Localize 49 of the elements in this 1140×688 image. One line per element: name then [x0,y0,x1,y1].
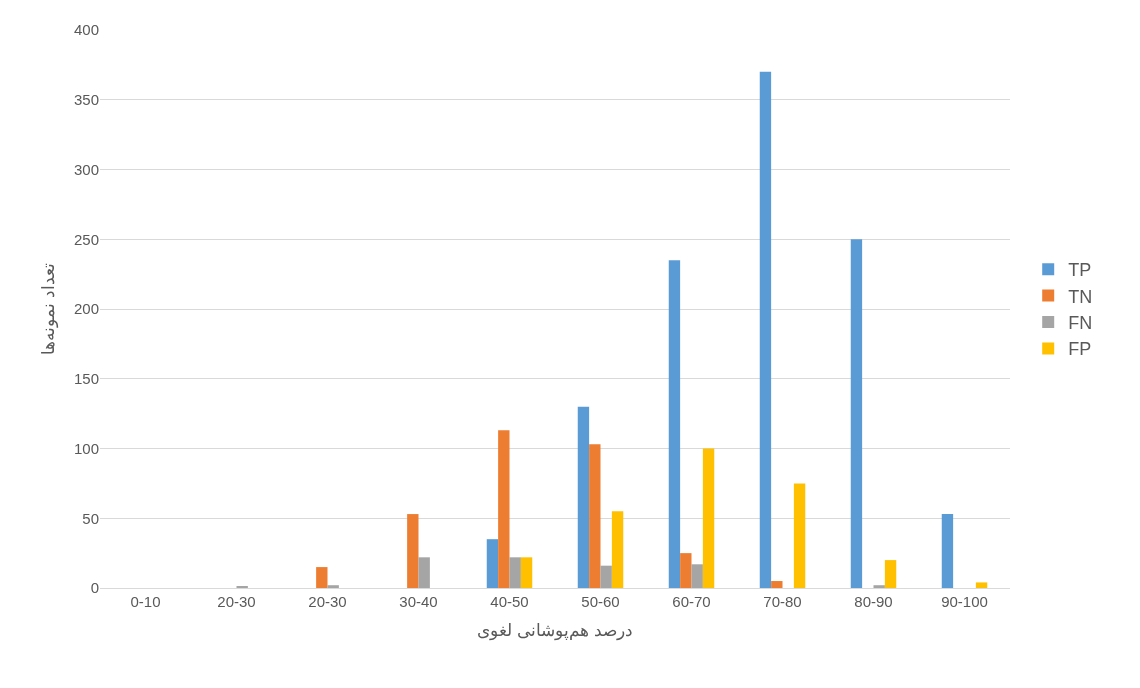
y-tick-label: 100 [73,439,99,457]
x-tick-label: 80-90 [854,593,893,610]
bar [884,560,897,588]
bar [509,557,521,588]
x-axis-title: درصد هم‌پوشانی لغوی [477,621,633,642]
legend-label: TP [1068,260,1092,281]
bar [577,406,590,588]
bar [702,448,715,588]
x-tick-label: 60-70 [672,593,711,610]
x-tick-label: 20-30 [308,593,347,610]
bar [407,514,419,588]
bar [850,239,863,588]
bar [680,553,692,588]
y-tick-label: 400 [73,21,99,39]
legend-label: FP [1068,339,1092,360]
bar [873,585,885,588]
y-axis-title: تعداد نمونه‌ها [38,263,59,355]
bar [611,511,624,588]
y-tick-label: 150 [73,370,99,387]
bar [327,585,339,588]
bar [759,71,772,588]
bar [486,539,499,588]
x-tick-label: 50-60 [581,593,620,610]
bar [316,567,328,588]
bar [771,581,783,588]
x-tick-label: 90-100 [941,593,988,610]
bar [941,514,954,588]
y-tick-label: 50 [82,509,99,527]
bar [691,564,703,588]
x-tick-label: 70-80 [763,593,802,610]
bar [600,565,612,588]
bar [668,260,681,588]
y-tick-label: 300 [73,160,99,178]
bar [520,557,533,588]
bar [418,557,430,588]
x-tick-label: 40-50 [490,593,529,610]
y-tick-label: 250 [73,230,99,248]
bar [498,430,510,588]
bar [793,483,806,588]
bar [975,582,988,588]
x-tick-label: 30-40 [399,593,438,610]
legend-label: TN [1068,286,1093,307]
y-tick-label: 350 [73,91,99,108]
x-tick-label: 20-30 [217,593,256,610]
bar [589,444,601,588]
y-tick-label: 200 [73,300,99,318]
y-tick-label: 0 [90,579,99,597]
x-tick-label: 0-10 [130,593,161,610]
legend-label: FN [1068,313,1093,334]
